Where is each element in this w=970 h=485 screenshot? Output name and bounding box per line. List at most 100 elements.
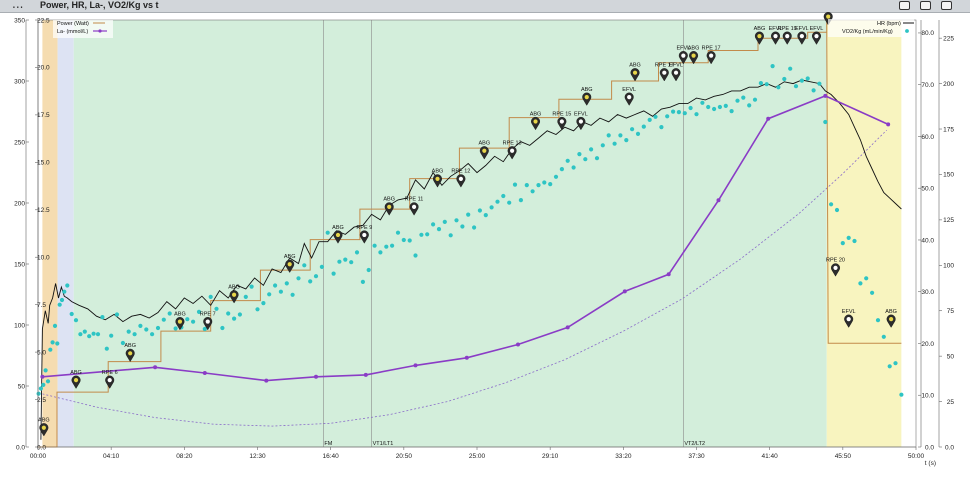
hr-tick-label: 75 [947, 308, 955, 315]
marker-pin-dot [287, 262, 292, 267]
la-point [666, 272, 671, 277]
vo2-point [57, 302, 62, 307]
export-icon[interactable] [920, 1, 931, 10]
marker-label: EFVL [842, 309, 856, 315]
vo2-point [150, 332, 155, 337]
vo2-tick-label: 50.0 [921, 186, 934, 193]
threshold-label: VT1/LT1 [373, 441, 394, 447]
vo2-point [290, 292, 295, 297]
vo2-point [366, 267, 371, 273]
event-marker: ABG [479, 141, 490, 160]
event-marker: RPE 17 [702, 45, 721, 65]
event-marker: RPE 9 [356, 225, 372, 244]
vo2-point [875, 318, 881, 323]
vo2-point [829, 202, 834, 207]
legend: Power (Watt) La- (mmol/L) HR (bpm) VO2/K… [53, 19, 914, 38]
vo2-point [870, 290, 875, 295]
marker-label: EFVL [622, 87, 636, 93]
marker-label: ABG [885, 309, 897, 315]
vo2-point [741, 95, 746, 100]
marker-pin-dot [785, 34, 790, 39]
event-marker: RPE 19 [778, 26, 797, 45]
menu-ellipsis-button[interactable]: ... [12, 0, 24, 11]
vo2-point [354, 250, 360, 255]
hr-line [40, 79, 902, 440]
vo2-point [630, 127, 635, 132]
event-marker: ABG [629, 63, 641, 82]
event-marker: RPE 13 [503, 141, 522, 160]
marker-pin-dot [362, 232, 367, 238]
vo2-point [647, 117, 652, 122]
vo2-tick-label: 0.0 [925, 444, 934, 451]
legend-la-marker [98, 29, 102, 33]
marker-pin-dot [799, 34, 804, 39]
la-fit-curve [42, 129, 887, 427]
vo2-point [161, 317, 166, 322]
marker-pin-dot [814, 34, 819, 39]
vo2-point [372, 243, 377, 248]
marker-pin-dot [41, 425, 46, 430]
vo2-point [548, 182, 553, 187]
vo2-point [69, 311, 74, 317]
power-tick-label: 350 [14, 17, 25, 24]
event-marker: EFVL [842, 309, 856, 328]
vo2-point [120, 340, 125, 346]
expand-icon[interactable] [941, 1, 952, 10]
vo2-point [805, 76, 810, 81]
vo2-point [378, 250, 383, 255]
vo2-point [512, 182, 518, 187]
x-tick-label: 33:20 [615, 453, 632, 460]
vo2-point [881, 334, 886, 339]
vo2-point [735, 98, 740, 103]
la-point [823, 93, 828, 98]
vo2-point [864, 276, 869, 281]
event-marker: RPE 15 [552, 111, 571, 131]
event-marker: RPE 20 [826, 258, 845, 277]
la-point [886, 122, 891, 127]
marker-label: EFVL [574, 111, 588, 117]
vo2-point [811, 88, 816, 93]
vo2-point [606, 133, 611, 138]
monitor-icon[interactable] [899, 1, 910, 10]
vo2-point [477, 208, 482, 213]
vo2-point [559, 167, 565, 172]
vo2-point [764, 82, 769, 87]
marker-label: EFVL [676, 45, 690, 51]
event-marker: EFVL [669, 63, 683, 82]
vo2-point [232, 316, 237, 321]
vo2-point [793, 84, 799, 89]
la-point [565, 325, 570, 330]
legend-power-label: Power (Watt) [57, 21, 89, 27]
vo2-point [167, 311, 172, 316]
marker-label: ABG [284, 254, 296, 260]
legend-left-box [53, 20, 113, 38]
vo2-point [36, 391, 41, 396]
vo2-tick-label: 80.0 [921, 30, 934, 37]
marker-pin-dot [709, 53, 714, 58]
vo2-point [676, 110, 682, 115]
event-marker: ABG [581, 87, 593, 106]
vo2-point [594, 156, 600, 161]
hr-tick-label: 100 [943, 263, 954, 270]
vo2-tick-label: 70.0 [921, 82, 934, 89]
event-marker: ABG [822, 12, 834, 26]
vo2-point [706, 104, 711, 110]
event-marker: EFVL [676, 45, 690, 65]
marker-pin-dot [205, 319, 210, 324]
vo2-point [237, 312, 242, 317]
event-marker: ABG [754, 26, 765, 45]
power-tick-label: 50 [18, 383, 26, 390]
hr-tick-label: 175 [943, 126, 954, 133]
vo2-point [448, 233, 453, 238]
hr-tick-label: 150 [943, 172, 954, 179]
la-point [516, 342, 520, 347]
vo2-point [717, 104, 723, 110]
marker-label: ABG [124, 343, 136, 349]
vo2-point [542, 180, 547, 185]
vo2-point [723, 103, 728, 108]
marker-pin-dot [773, 34, 778, 39]
la-point [413, 363, 418, 368]
x-tick-label: 00:00 [30, 453, 47, 460]
marker-pin-dot [757, 34, 762, 39]
vo2-point [50, 340, 55, 345]
